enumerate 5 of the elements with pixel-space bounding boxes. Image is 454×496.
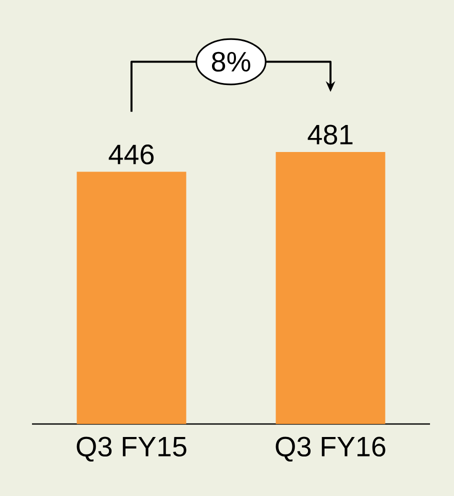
x-tick-label: Q3 FY15 (76, 436, 186, 462)
data-label: 446 (108, 144, 154, 164)
x-tick-label: Q3 FY16 (276, 436, 386, 462)
data-label: 481 (308, 124, 352, 145)
text: 8% (212, 52, 250, 72)
